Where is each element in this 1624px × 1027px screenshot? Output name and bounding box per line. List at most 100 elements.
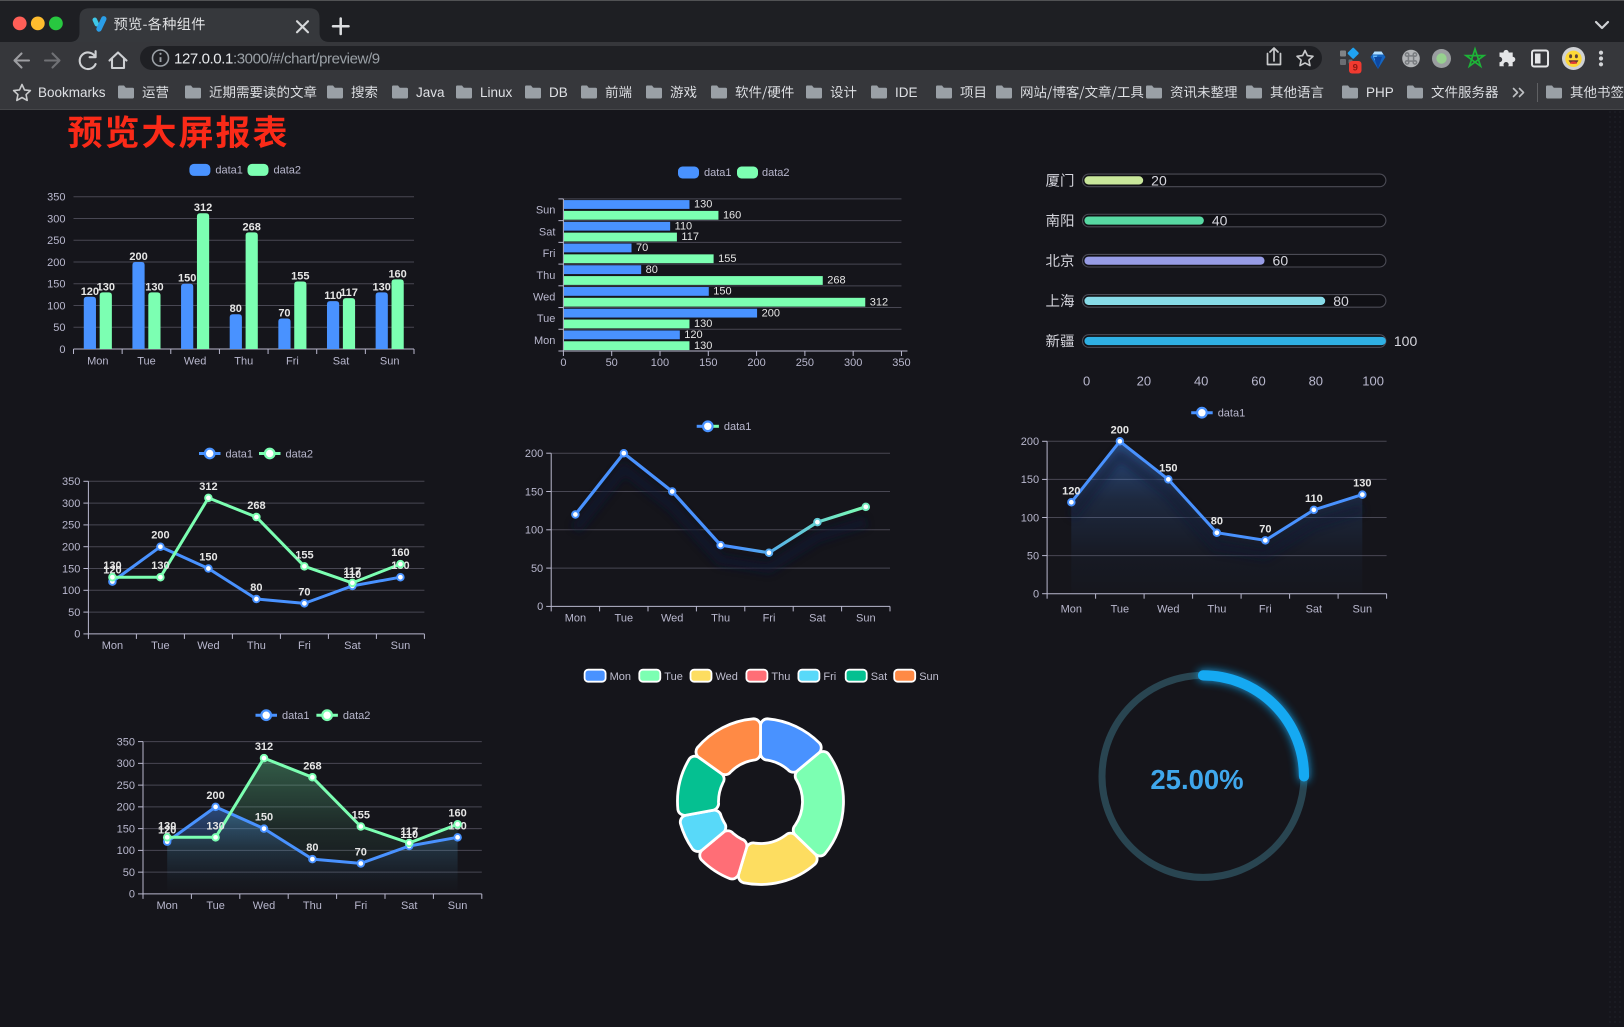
svg-text:200: 200: [151, 530, 169, 542]
svg-text:70: 70: [278, 308, 290, 320]
svg-text:60: 60: [1273, 253, 1289, 269]
svg-text:20: 20: [1137, 374, 1151, 389]
svg-text:300: 300: [117, 758, 135, 770]
svg-text:0: 0: [537, 601, 543, 613]
svg-text:110: 110: [400, 829, 418, 841]
svg-text:150: 150: [1159, 462, 1177, 474]
svg-text:70: 70: [355, 846, 367, 858]
svg-text:Fri: Fri: [286, 356, 299, 368]
svg-text:80: 80: [1309, 374, 1323, 389]
svg-text:Sat: Sat: [401, 900, 418, 912]
svg-text:110: 110: [344, 569, 362, 581]
svg-text:Fri: Fri: [543, 248, 556, 260]
svg-text:130: 130: [206, 820, 224, 832]
svg-text:Thu: Thu: [536, 270, 555, 282]
svg-text:Thu: Thu: [711, 613, 730, 625]
svg-text:130: 130: [694, 340, 712, 352]
svg-text:268: 268: [303, 760, 321, 772]
svg-text:200: 200: [1021, 436, 1039, 448]
svg-text:200: 200: [747, 357, 765, 369]
svg-text:70: 70: [1259, 523, 1271, 535]
svg-text:200: 200: [525, 448, 543, 460]
svg-text:Wed: Wed: [197, 640, 219, 652]
svg-text:Wed: Wed: [253, 900, 275, 912]
svg-text:50: 50: [606, 357, 618, 369]
svg-text:Tue: Tue: [1111, 604, 1130, 616]
svg-text:Sat: Sat: [333, 356, 350, 368]
svg-text:Sat: Sat: [539, 226, 556, 238]
svg-text:Linux: Linux: [480, 85, 513, 100]
svg-text:data1: data1: [226, 448, 254, 460]
svg-text:120: 120: [158, 825, 176, 837]
svg-text:Mon: Mon: [610, 671, 631, 683]
svg-text:350: 350: [47, 192, 65, 204]
svg-text:312: 312: [199, 481, 217, 493]
svg-text:Java: Java: [416, 85, 445, 100]
svg-text:data1: data1: [1218, 408, 1246, 420]
svg-text:200: 200: [62, 542, 80, 554]
svg-text:Thu: Thu: [771, 671, 790, 683]
svg-text:155: 155: [352, 809, 370, 821]
svg-text:150: 150: [117, 823, 135, 835]
svg-text:150: 150: [699, 357, 717, 369]
svg-text:120: 120: [103, 565, 121, 577]
svg-text:50: 50: [123, 867, 135, 879]
svg-text:100: 100: [1362, 374, 1384, 389]
svg-text:250: 250: [117, 780, 135, 792]
svg-text:PHP: PHP: [1366, 85, 1394, 100]
svg-text:300: 300: [47, 213, 65, 225]
svg-text:300: 300: [844, 357, 862, 369]
svg-text:110: 110: [675, 220, 693, 232]
svg-text:Wed: Wed: [184, 356, 206, 368]
svg-text:160: 160: [448, 807, 466, 819]
svg-text:Sun: Sun: [1353, 604, 1373, 616]
svg-text:150: 150: [1021, 474, 1039, 486]
svg-text:0: 0: [560, 357, 566, 369]
svg-text:150: 150: [62, 563, 80, 575]
svg-text:130: 130: [151, 560, 169, 572]
svg-text:Tue: Tue: [137, 356, 156, 368]
svg-text:130: 130: [373, 281, 391, 293]
svg-text:200: 200: [762, 307, 780, 319]
svg-text:data2: data2: [274, 165, 302, 177]
svg-text:150: 150: [713, 286, 731, 298]
svg-text:100: 100: [525, 525, 543, 537]
svg-text:data1: data1: [215, 165, 243, 177]
svg-text:Fri: Fri: [298, 640, 311, 652]
svg-text:155: 155: [718, 253, 736, 265]
svg-text:130: 130: [145, 281, 163, 293]
svg-text:Mon: Mon: [156, 900, 177, 912]
svg-text:200: 200: [1111, 424, 1129, 436]
svg-text:Wed: Wed: [716, 671, 738, 683]
svg-text:data1: data1: [724, 421, 752, 433]
svg-text:200: 200: [47, 257, 65, 269]
svg-text:100: 100: [47, 300, 65, 312]
svg-text:160: 160: [388, 268, 406, 280]
svg-text:Mon: Mon: [1061, 604, 1082, 616]
svg-text:20: 20: [1151, 172, 1167, 188]
svg-text:Sat: Sat: [871, 671, 888, 683]
svg-text:100: 100: [651, 357, 669, 369]
svg-text:130: 130: [694, 318, 712, 330]
svg-text:350: 350: [892, 357, 910, 369]
svg-text:160: 160: [391, 547, 409, 559]
svg-text:Fri: Fri: [354, 900, 367, 912]
svg-text:Bookmarks: Bookmarks: [38, 85, 106, 100]
svg-text:Fri: Fri: [1259, 604, 1272, 616]
svg-text:50: 50: [53, 322, 65, 334]
svg-text:Sat: Sat: [1306, 604, 1323, 616]
svg-text:data2: data2: [343, 710, 371, 722]
svg-text:120: 120: [1062, 485, 1080, 497]
svg-text:50: 50: [531, 563, 543, 575]
svg-text:155: 155: [291, 271, 309, 283]
svg-text:312: 312: [194, 202, 212, 214]
svg-text:250: 250: [62, 520, 80, 532]
svg-text:0: 0: [1083, 374, 1090, 389]
svg-text:160: 160: [723, 210, 741, 222]
svg-text:350: 350: [117, 736, 135, 748]
svg-text:80: 80: [1333, 293, 1349, 309]
svg-text:Mon: Mon: [534, 335, 555, 347]
svg-text:Sun: Sun: [391, 640, 411, 652]
svg-text:200: 200: [117, 802, 135, 814]
svg-text:data2: data2: [762, 167, 790, 179]
